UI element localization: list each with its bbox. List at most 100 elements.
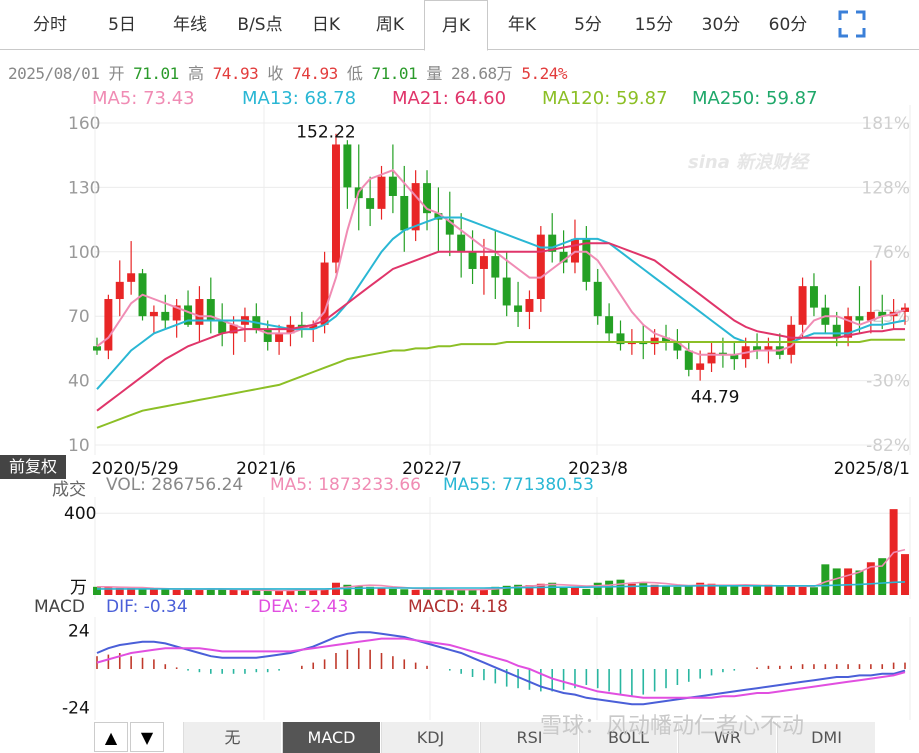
candle-body	[104, 299, 113, 351]
x-tick-label: 2025/8/1	[834, 459, 910, 479]
y-tick-left: 40	[68, 372, 90, 392]
scroll-down-button[interactable]: ▼	[130, 722, 164, 752]
low-label: 低	[346, 64, 363, 83]
volume-bar	[821, 564, 830, 595]
fullscreen-icon[interactable]	[838, 10, 866, 38]
tab-2[interactable]: 年线	[173, 15, 207, 35]
x-tick-label: 2023/8	[568, 459, 628, 479]
indicator-tab-wr[interactable]: WR	[678, 722, 776, 753]
vol-tick: 400	[64, 504, 96, 524]
volume-bar	[855, 570, 864, 595]
volume-bar	[127, 587, 136, 595]
macd-dif-line	[96, 631, 906, 706]
change-percent: 5.24%	[521, 64, 567, 83]
x-tick-label: 2022/7	[402, 459, 462, 479]
tab-4[interactable]: 日K	[311, 15, 341, 35]
candle-body	[650, 337, 659, 345]
volume-bar	[844, 568, 853, 595]
candle-body	[878, 311, 887, 317]
candle-body	[514, 305, 523, 312]
tab-6[interactable]: 月K	[424, 0, 488, 51]
vol-unit: 万	[70, 578, 87, 598]
indicator-tab-rsi[interactable]: RSI	[480, 722, 578, 753]
tab-0[interactable]: 分时	[33, 15, 67, 35]
macd-chart[interactable]: 24 -24	[0, 617, 919, 720]
volume-bar	[662, 585, 670, 595]
candle-body	[707, 352, 716, 364]
volume-bar	[832, 568, 841, 595]
volume-bar	[149, 589, 158, 595]
volume-bar	[104, 586, 113, 595]
sina-logo: sina 新浪财经	[688, 152, 809, 173]
fuquan-label[interactable]: 前复权	[0, 455, 66, 479]
candle-body	[491, 256, 500, 278]
ma-line-ma5	[96, 169, 906, 356]
volume-bar	[218, 588, 227, 595]
volume-bar	[172, 589, 181, 595]
candle-body	[434, 213, 443, 220]
volume-bar	[423, 588, 432, 595]
volume-bar	[377, 587, 386, 595]
indicator-tab-dmi[interactable]: DMI	[777, 722, 875, 753]
tab-8[interactable]: 5分	[574, 15, 602, 35]
candle-body	[901, 307, 909, 312]
volume-bar	[388, 588, 397, 595]
indicator-tab-无[interactable]: 无	[183, 722, 281, 753]
indicator-tab-boll[interactable]: BOLL	[579, 722, 677, 753]
candle-body	[411, 183, 420, 231]
tab-5[interactable]: 周K	[375, 15, 405, 35]
candle-body	[787, 324, 796, 355]
candle-body	[445, 219, 454, 235]
tab-7[interactable]: 年K	[507, 15, 537, 35]
candle-body	[457, 234, 466, 252]
quote-date: 2025/08/01	[8, 64, 100, 83]
volume-bar	[878, 558, 887, 595]
volume-bar	[502, 585, 511, 595]
candle-body	[718, 352, 727, 355]
indicator-tab-macd[interactable]: MACD	[282, 722, 380, 753]
candle-body	[855, 316, 864, 321]
open-label: 开	[108, 64, 124, 83]
tab-11[interactable]: 60分	[768, 15, 808, 35]
candle-body	[696, 363, 705, 370]
volume-bar	[229, 589, 238, 595]
volume-chart[interactable]: 400 万	[0, 497, 919, 599]
close-label: 收	[267, 64, 283, 83]
kline-chart[interactable]: 160 181%130 128%100 76%70 23%40 -30%10 -82%152…	[0, 105, 919, 455]
candle-body	[149, 311, 158, 317]
candle-body	[764, 346, 773, 351]
volume-label: 量	[426, 64, 442, 83]
y-tick-left: 100	[68, 243, 100, 263]
tab-9[interactable]: 15分	[634, 15, 674, 35]
tab-10[interactable]: 30分	[701, 15, 741, 35]
macd-tick-bottom: -24	[62, 698, 90, 718]
candle-body	[832, 324, 841, 338]
candle-body	[309, 324, 318, 330]
candle-body	[184, 305, 193, 325]
volume-bar	[457, 589, 466, 595]
candle-body	[423, 183, 432, 214]
open-value: 71.01	[133, 64, 179, 83]
volume-bar	[639, 582, 648, 595]
quote-info: 2025/08/01 开 71.01 高 74.93 收 74.93 低 71.…	[8, 60, 567, 84]
ma-line-ma21	[96, 242, 905, 412]
ma-line-ma13	[96, 216, 906, 390]
volume-bar	[650, 584, 659, 595]
ma-label-3: MA120: 59.87	[542, 88, 668, 109]
tab-3[interactable]: B/S点	[237, 15, 283, 35]
volume-bar	[138, 588, 147, 595]
volume-bar	[275, 590, 284, 595]
volume-bar	[366, 586, 375, 595]
scroll-up-button[interactable]: ▲	[94, 722, 128, 752]
candle-body	[388, 176, 397, 196]
indicator-tab-kdj[interactable]: KDJ	[381, 722, 479, 753]
candle-body	[798, 286, 807, 325]
high-value: 74.93	[212, 64, 259, 83]
volume-bar	[514, 584, 523, 595]
volume-bar	[753, 586, 762, 595]
close-value: 74.93	[292, 64, 338, 83]
candle-body	[639, 341, 648, 345]
tab-1[interactable]: 5日	[108, 15, 136, 35]
volume-bar	[593, 582, 602, 595]
y-tick-right: -82%	[866, 436, 910, 455]
